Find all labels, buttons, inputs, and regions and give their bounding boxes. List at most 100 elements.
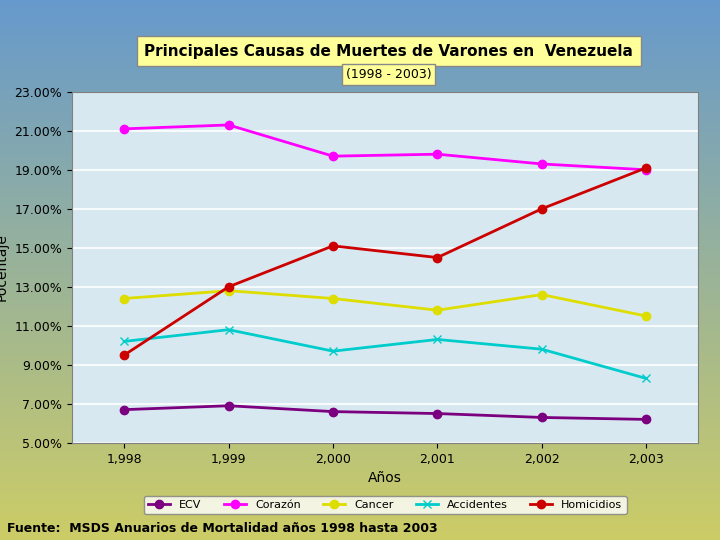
Bar bbox=[0, 365, 720, 367]
Accidentes bbox=[433, 336, 442, 343]
Text: Fuente:  MSDS Anuarios de Mortalidad años 1998 hasta 2003: Fuente: MSDS Anuarios de Mortalidad años… bbox=[7, 522, 438, 535]
Bar bbox=[0, 485, 720, 487]
Bar bbox=[0, 80, 720, 82]
Bar bbox=[0, 91, 720, 93]
Bar bbox=[0, 202, 720, 205]
Bar bbox=[0, 55, 720, 57]
Bar bbox=[0, 372, 720, 373]
Bar bbox=[0, 323, 720, 325]
Bar bbox=[0, 329, 720, 331]
Line: Homicidios: Homicidios bbox=[120, 164, 650, 359]
Bar bbox=[0, 508, 720, 510]
Bar bbox=[0, 428, 720, 430]
Bar bbox=[0, 196, 720, 198]
Bar bbox=[0, 409, 720, 411]
Bar bbox=[0, 0, 720, 2]
Bar bbox=[0, 270, 720, 272]
Bar bbox=[0, 110, 720, 112]
Bar bbox=[0, 500, 720, 502]
Bar bbox=[0, 112, 720, 114]
Bar bbox=[0, 382, 720, 384]
Corazón bbox=[642, 166, 651, 173]
Bar bbox=[0, 308, 720, 310]
ECV bbox=[538, 414, 546, 421]
Bar bbox=[0, 42, 720, 44]
Bar bbox=[0, 348, 720, 350]
Bar bbox=[0, 249, 720, 251]
Bar bbox=[0, 156, 720, 158]
Bar bbox=[0, 226, 720, 228]
Bar bbox=[0, 217, 720, 219]
Bar bbox=[0, 291, 720, 293]
Bar bbox=[0, 394, 720, 396]
Bar bbox=[0, 57, 720, 59]
Bar bbox=[0, 264, 720, 266]
Bar bbox=[0, 139, 720, 141]
Bar bbox=[0, 124, 720, 126]
Bar bbox=[0, 456, 720, 458]
Bar bbox=[0, 259, 720, 261]
Bar bbox=[0, 118, 720, 120]
Bar bbox=[0, 4, 720, 6]
Bar bbox=[0, 253, 720, 255]
Bar bbox=[0, 388, 720, 390]
Bar bbox=[0, 237, 720, 238]
Legend: ECV, Corazón, Cancer, Accidentes, Homicidios: ECV, Corazón, Cancer, Accidentes, Homici… bbox=[144, 496, 626, 515]
Bar bbox=[0, 53, 720, 55]
Bar bbox=[0, 306, 720, 308]
Bar bbox=[0, 234, 720, 237]
Bar bbox=[0, 295, 720, 298]
Bar bbox=[0, 380, 720, 382]
Bar bbox=[0, 272, 720, 274]
Bar bbox=[0, 384, 720, 386]
Bar bbox=[0, 171, 720, 173]
Cancer bbox=[642, 313, 651, 319]
Bar bbox=[0, 84, 720, 86]
Bar bbox=[0, 303, 720, 306]
Homicidios bbox=[433, 254, 442, 261]
ECV bbox=[120, 407, 129, 413]
Bar bbox=[0, 377, 720, 380]
Bar bbox=[0, 179, 720, 181]
Bar bbox=[0, 498, 720, 500]
Bar bbox=[0, 466, 720, 468]
Homicidios bbox=[538, 206, 546, 212]
Bar bbox=[0, 6, 720, 9]
Bar bbox=[0, 468, 720, 470]
Bar bbox=[0, 245, 720, 247]
Bar bbox=[0, 190, 720, 192]
Bar bbox=[0, 232, 720, 234]
Bar bbox=[0, 528, 720, 529]
Bar bbox=[0, 483, 720, 485]
Bar bbox=[0, 512, 720, 515]
Bar bbox=[0, 61, 720, 63]
Bar bbox=[0, 475, 720, 477]
Bar bbox=[0, 105, 720, 107]
Bar bbox=[0, 15, 720, 17]
Bar bbox=[0, 517, 720, 519]
Bar bbox=[0, 477, 720, 479]
Bar bbox=[0, 289, 720, 291]
Bar bbox=[0, 135, 720, 137]
Bar bbox=[0, 150, 720, 152]
Bar bbox=[0, 168, 720, 171]
Line: Corazón: Corazón bbox=[120, 121, 650, 174]
Bar bbox=[0, 184, 720, 186]
Bar bbox=[0, 95, 720, 97]
Cancer bbox=[225, 287, 233, 294]
Bar bbox=[0, 258, 720, 259]
Bar bbox=[0, 89, 720, 91]
Accidentes bbox=[642, 375, 651, 382]
Bar bbox=[0, 230, 720, 232]
Bar bbox=[0, 207, 720, 209]
Bar bbox=[0, 23, 720, 25]
Homicidios bbox=[328, 242, 337, 249]
Bar bbox=[0, 437, 720, 438]
Bar bbox=[0, 438, 720, 441]
Bar bbox=[0, 416, 720, 417]
Bar bbox=[0, 238, 720, 240]
Bar bbox=[0, 481, 720, 483]
Bar bbox=[0, 224, 720, 226]
Bar bbox=[0, 154, 720, 156]
Bar bbox=[0, 375, 720, 377]
